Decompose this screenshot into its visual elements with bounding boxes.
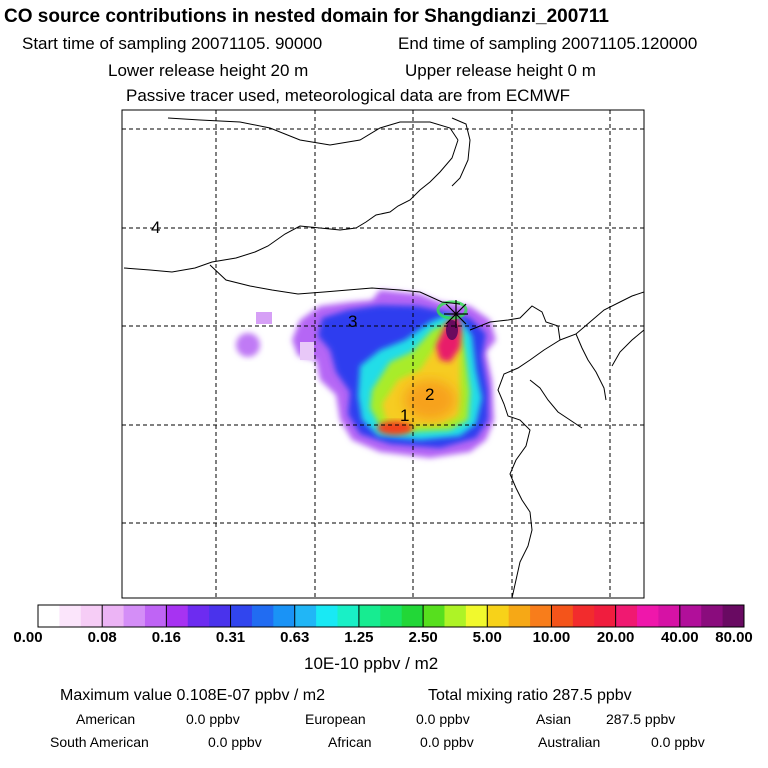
region-label-1: 1 xyxy=(400,406,409,425)
contribution-field xyxy=(236,290,496,458)
region-label-4: 4 xyxy=(151,218,160,237)
region-south-american-label: South American xyxy=(50,734,149,750)
coastlines xyxy=(123,117,644,598)
colorbar-cell xyxy=(637,605,659,627)
colorbar-cell xyxy=(251,605,274,627)
colorbar-tick-label: 80.00 xyxy=(715,629,753,646)
colorbar-cell xyxy=(658,605,681,627)
colorbar-tick-label: 2.50 xyxy=(408,629,438,646)
colorbar-cell xyxy=(465,605,488,627)
total-mixing-ratio: Total mixing ratio 287.5 ppbv xyxy=(428,687,632,704)
colorbar-cell xyxy=(444,605,467,627)
colorbar-cell xyxy=(572,605,595,627)
lower-release-height: Lower release height 20 m xyxy=(108,61,309,80)
colorbar-cell xyxy=(209,605,232,627)
colorbar-cell xyxy=(230,605,253,627)
region-asian-label: Asian xyxy=(536,711,572,727)
colorbar-cell xyxy=(144,605,167,627)
colorbar-cell xyxy=(530,605,552,627)
colorbar-cell xyxy=(59,605,82,627)
colorbar-cell xyxy=(679,605,702,627)
colorbar-unit: 10E-10 ppbv / m2 xyxy=(304,654,439,673)
maximum-value: Maximum value 0.108E-07 ppbv / m2 xyxy=(60,687,326,704)
colorbar-cell xyxy=(701,605,724,627)
region-african-label: African xyxy=(328,734,372,750)
colorbar-cell xyxy=(316,605,339,627)
end-time-label: End time of sampling 20071105.120000 xyxy=(398,34,698,53)
colorbar-cell xyxy=(337,605,360,627)
region-australian-value: 0.0 ppbv xyxy=(651,734,705,750)
colorbar-cell xyxy=(123,605,146,627)
region-south-american-value: 0.0 ppbv xyxy=(208,734,262,750)
map-frame xyxy=(121,109,645,599)
page-title: CO source contributions in nested domain… xyxy=(4,6,609,27)
colorbar-cell xyxy=(273,605,296,627)
colorbar-tick-label: 20.00 xyxy=(596,629,635,646)
colorbar-tick-label: 0.08 xyxy=(87,629,117,646)
colorbar-cell xyxy=(38,605,60,627)
colorbar-cell xyxy=(401,605,424,627)
region-european-value: 0.0 ppbv xyxy=(416,711,470,727)
colorbar-cell xyxy=(615,605,638,627)
colorbar xyxy=(37,604,745,628)
colorbar-cell xyxy=(594,605,617,627)
colorbar-tick-label: 0.16 xyxy=(151,629,181,646)
colorbar-tick-label: 0.00 xyxy=(13,629,43,646)
lat-lon-grid xyxy=(122,110,644,598)
colorbar-cell xyxy=(487,605,510,627)
colorbar-cell xyxy=(551,605,574,627)
colorbar-tick-label: 1.25 xyxy=(344,629,374,646)
colorbar-tick-label: 10.00 xyxy=(532,629,571,646)
region-european-label: European xyxy=(305,711,366,727)
colorbar-tick-label: 40.00 xyxy=(661,629,699,646)
start-time-label: Start time of sampling 20071105. 90000 xyxy=(22,34,323,53)
tracer-note: Passive tracer used, meteorological data… xyxy=(126,86,571,105)
colorbar-cell xyxy=(187,605,210,627)
colorbar-cell xyxy=(722,605,745,627)
region-american-value: 0.0 ppbv xyxy=(186,711,240,727)
colorbar-cell xyxy=(102,605,125,627)
colorbar-cell xyxy=(423,605,445,627)
colorbar-cell xyxy=(80,605,103,627)
colorbar-tick-label: 5.00 xyxy=(472,629,502,646)
region-label-2: 2 xyxy=(425,385,434,404)
region-african-value: 0.0 ppbv xyxy=(420,734,474,750)
region-asian-value: 287.5 ppbv xyxy=(606,711,676,727)
upper-release-height: Upper release height 0 m xyxy=(405,61,596,80)
region-label-3: 3 xyxy=(348,312,357,331)
colorbar-cell xyxy=(358,605,381,627)
receptor-site-marker xyxy=(444,300,468,328)
colorbar-cell xyxy=(166,605,189,627)
region-american-label: American xyxy=(76,711,136,727)
region-australian-label: Australian xyxy=(538,734,601,750)
colorbar-tick-label: 0.31 xyxy=(215,629,246,646)
colorbar-cell xyxy=(380,605,403,627)
colorbar-cell xyxy=(294,605,317,627)
colorbar-cell xyxy=(508,605,531,627)
colorbar-tick-label: 0.63 xyxy=(280,629,310,646)
